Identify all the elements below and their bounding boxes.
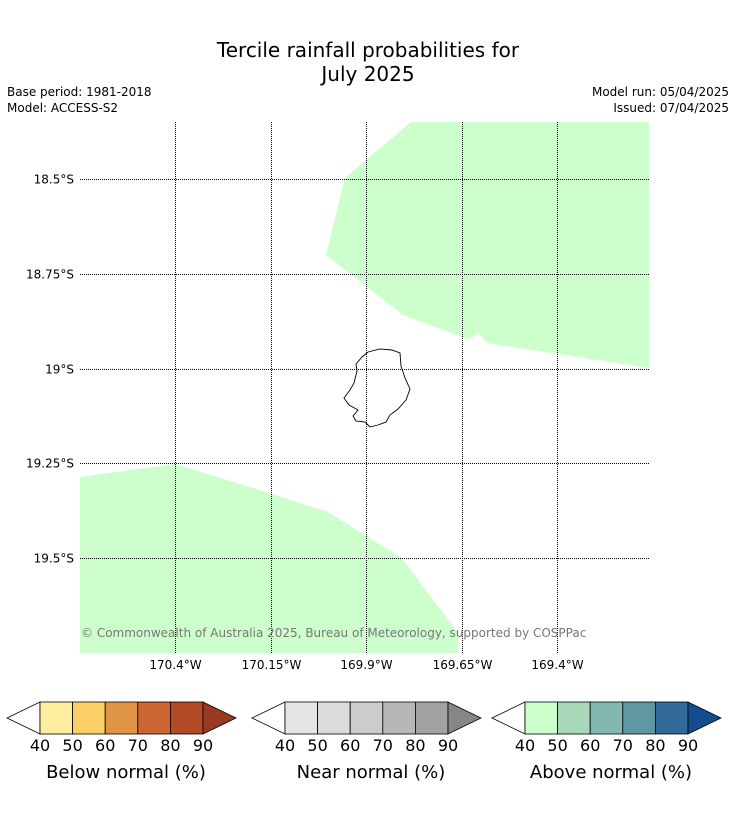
colorbar-tick-label: 50 xyxy=(62,736,83,755)
colorbar-segment xyxy=(622,701,656,735)
colorbar-tick-label: 90 xyxy=(437,736,459,755)
colorbar-tick-label: 70 xyxy=(127,736,148,755)
title-line-2: July 2025 xyxy=(321,62,415,86)
colorbar-tick-label: 40 xyxy=(29,736,51,755)
colorbar-tick-label: 90 xyxy=(192,736,214,755)
probability-fill-areas xyxy=(80,122,649,653)
above-normal-ticks: 40 50 60 70 80 90 xyxy=(491,736,731,756)
island-coastline xyxy=(343,348,411,428)
latitude-labels: 18.5°S 18.75°S 19°S 19.25°S 19.5°S xyxy=(26,173,74,566)
chart-title: Tercile rainfall probabilities for July … xyxy=(0,38,736,86)
colorbar-tick-label: 50 xyxy=(547,736,568,755)
meta-left: Base period: 1981-2018 Model: ACCESS-S2 xyxy=(7,84,152,116)
copyright-text: © Commonwealth of Australia 2025, Bureau… xyxy=(81,626,587,640)
colorbar-segment xyxy=(382,701,416,735)
colorbar-segment xyxy=(317,701,351,735)
colorbar-tick-label: 40 xyxy=(274,736,296,755)
colorbar-max-extension xyxy=(202,701,237,735)
latitude-label: 19.25°S xyxy=(26,457,74,471)
colorbar-tick-label: 60 xyxy=(95,736,116,755)
colorbar-min-extension xyxy=(491,701,526,735)
colorbar-segment xyxy=(137,701,171,735)
near-normal-ticks: 40 50 60 70 80 90 xyxy=(251,736,491,756)
latitude-label: 18.75°S xyxy=(26,268,74,282)
colorbar-segment xyxy=(589,701,624,735)
colorbar-tick-label: 60 xyxy=(340,736,361,755)
latitude-label: 19.5°S xyxy=(34,552,74,566)
longitude-label: 169.65°W xyxy=(433,658,493,672)
below-normal-title: Below normal (%) xyxy=(46,762,206,783)
above-normal-area-northeast xyxy=(326,122,649,368)
colorbar-tick-label: 80 xyxy=(160,736,181,755)
colorbar-segment xyxy=(524,701,558,735)
title-line-1: Tercile rainfall probabilities for xyxy=(216,38,520,62)
above-normal-colorbar xyxy=(491,701,722,735)
colorbar-segment xyxy=(414,701,449,735)
legend-above-normal: 40 50 60 70 80 90 Above normal (%) xyxy=(491,700,731,783)
graticule xyxy=(80,122,649,653)
model-run: Model run: 05/04/2025 xyxy=(591,85,729,99)
near-normal-colorbar xyxy=(251,701,482,735)
longitude-label: 170.4°W xyxy=(149,658,201,672)
base-period: Base period: 1981-2018 xyxy=(7,85,152,99)
legend-near-normal: 40 50 60 70 80 90 Near normal (%) xyxy=(251,700,491,783)
meta-right: Model run: 05/04/2025 Issued: 07/04/2025 xyxy=(592,84,729,116)
longitude-label: 170.15°W xyxy=(242,658,302,672)
legend-below-normal: 40 50 60 70 80 90 Below normal (%) xyxy=(6,700,246,783)
model-name: Model: ACCESS-S2 xyxy=(7,101,119,115)
colorbar-segment xyxy=(654,701,689,735)
above-normal-title: Above normal (%) xyxy=(529,762,693,783)
issued-date: Issued: 07/04/2025 xyxy=(613,101,729,115)
colorbar-segment xyxy=(39,701,73,735)
longitude-label: 169.9°W xyxy=(340,658,392,672)
colorbar-min-extension xyxy=(6,701,41,735)
below-normal-colorbar xyxy=(6,701,237,735)
colorbar-tick-label: 40 xyxy=(514,736,536,755)
longitude-labels: 170.4°W 170.15°W 169.9°W 169.65°W 169.4°W xyxy=(149,658,583,672)
map-panel: 18.5°S18.75°S19°S19.25°S19.5°S 170.4°W 17… xyxy=(26,122,649,672)
colorbar-tick-label: 50 xyxy=(307,736,328,755)
colorbar-tick-label: 80 xyxy=(645,736,666,755)
colorbar-tick-label: 70 xyxy=(372,736,393,755)
near-normal-title: Near normal (%) xyxy=(296,762,446,783)
colorbar-max-extension xyxy=(447,701,482,735)
colorbar-segment xyxy=(104,701,139,735)
colorbar-segment xyxy=(557,701,591,735)
latitude-label: 19°S xyxy=(45,363,74,377)
colorbar-segment xyxy=(284,701,318,735)
below-normal-ticks: 40 50 60 70 80 90 xyxy=(6,736,246,756)
colorbar-min-extension xyxy=(251,701,286,735)
colorbar-tick-label: 80 xyxy=(405,736,426,755)
colorbar-max-extension xyxy=(687,701,722,735)
longitude-label: 169.4°W xyxy=(531,658,583,672)
colorbar-tick-label: 90 xyxy=(677,736,699,755)
colorbar-tick-label: 70 xyxy=(612,736,633,755)
latitude-label: 18.5°S xyxy=(34,173,74,187)
colorbar-segment xyxy=(72,701,106,735)
colorbar-tick-label: 60 xyxy=(580,736,601,755)
colorbar-segment xyxy=(349,701,384,735)
colorbar-segment xyxy=(169,701,204,735)
